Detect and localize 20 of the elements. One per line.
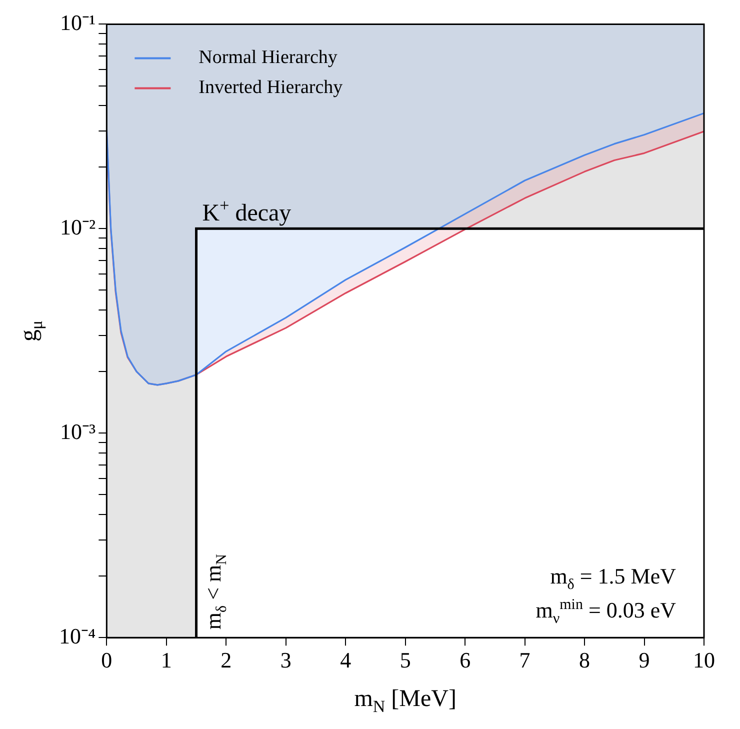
y-tick-label: 10⁻² bbox=[60, 214, 96, 240]
x-tick-label: 9 bbox=[638, 648, 650, 673]
x-tick-label: 1 bbox=[160, 648, 172, 673]
band-label: K+ decay bbox=[202, 196, 292, 227]
band-label: mδ < mN bbox=[200, 554, 230, 630]
legend-label: Inverted Hierarchy bbox=[198, 77, 344, 98]
x-tick-label: 4 bbox=[340, 648, 352, 673]
y-tick-label: 10⁻⁴ bbox=[59, 623, 96, 648]
x-tick-label: 0 bbox=[101, 648, 112, 673]
legend-label: Normal Hierarchy bbox=[198, 47, 338, 68]
x-tick-label: 10 bbox=[693, 648, 715, 673]
y-tick-label: 10⁻¹ bbox=[60, 10, 96, 35]
x-tick-label: 8 bbox=[579, 648, 590, 673]
x-tick-label: 7 bbox=[519, 648, 530, 673]
x-tick-label: 2 bbox=[220, 648, 232, 673]
x-tick-label: 6 bbox=[460, 648, 471, 673]
x-tick-label: 5 bbox=[400, 648, 411, 673]
y-tick-label: 10⁻³ bbox=[60, 418, 96, 444]
y-axis-title: gμ bbox=[16, 320, 46, 342]
x-tick-label: 3 bbox=[280, 648, 292, 673]
